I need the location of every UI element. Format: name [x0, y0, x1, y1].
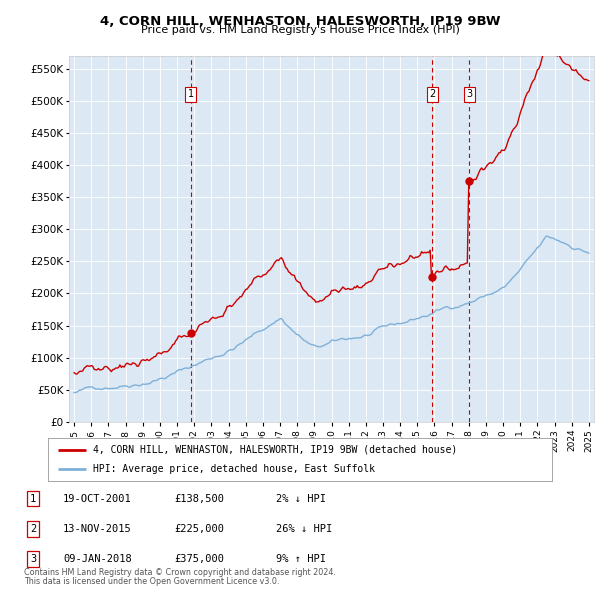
Text: 13-NOV-2015: 13-NOV-2015 — [63, 525, 132, 534]
Text: £138,500: £138,500 — [174, 494, 224, 503]
Text: 1: 1 — [30, 494, 36, 503]
Text: 3: 3 — [466, 90, 472, 100]
Text: HPI: Average price, detached house, East Suffolk: HPI: Average price, detached house, East… — [94, 464, 376, 474]
Text: 1: 1 — [188, 90, 194, 100]
Text: 4, CORN HILL, WENHASTON, HALESWORTH, IP19 9BW (detached house): 4, CORN HILL, WENHASTON, HALESWORTH, IP1… — [94, 445, 458, 455]
Text: 2: 2 — [30, 525, 36, 534]
Text: 4, CORN HILL, WENHASTON, HALESWORTH, IP19 9BW: 4, CORN HILL, WENHASTON, HALESWORTH, IP1… — [100, 15, 500, 28]
Text: Contains HM Land Registry data © Crown copyright and database right 2024.: Contains HM Land Registry data © Crown c… — [24, 568, 336, 577]
Text: Price paid vs. HM Land Registry's House Price Index (HPI): Price paid vs. HM Land Registry's House … — [140, 25, 460, 35]
Text: 2: 2 — [429, 90, 436, 100]
Text: £225,000: £225,000 — [174, 525, 224, 534]
Text: 26% ↓ HPI: 26% ↓ HPI — [276, 525, 332, 534]
Text: 09-JAN-2018: 09-JAN-2018 — [63, 555, 132, 564]
Text: 9% ↑ HPI: 9% ↑ HPI — [276, 555, 326, 564]
Text: 3: 3 — [30, 555, 36, 564]
Text: This data is licensed under the Open Government Licence v3.0.: This data is licensed under the Open Gov… — [24, 578, 280, 586]
Text: £375,000: £375,000 — [174, 555, 224, 564]
Text: 19-OCT-2001: 19-OCT-2001 — [63, 494, 132, 503]
Text: 2% ↓ HPI: 2% ↓ HPI — [276, 494, 326, 503]
